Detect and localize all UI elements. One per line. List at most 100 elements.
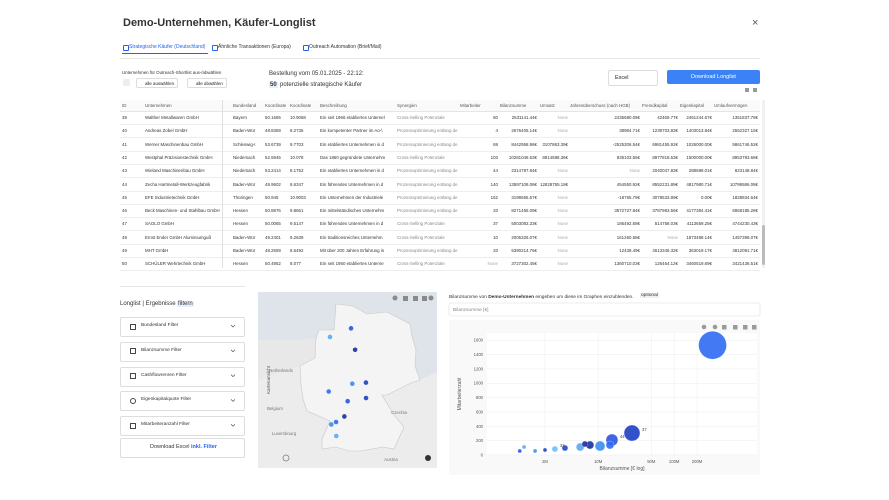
table-cell: None <box>629 168 641 174</box>
bubble <box>551 445 559 453</box>
table-cell: 8977818.53€ <box>652 154 678 160</box>
column-header[interactable]: Beschreibung <box>320 103 347 108</box>
table-cell: -2525206.54€ <box>612 141 640 147</box>
table-cell: 162 <box>490 194 498 200</box>
chart-toolbar <box>701 324 757 330</box>
close-button[interactable]: × <box>752 17 759 29</box>
table-cell: 8271456.09€ <box>511 208 537 214</box>
table-row[interactable] <box>120 151 760 165</box>
download-excel-button[interactable] <box>120 438 245 458</box>
toggle-icon[interactable] <box>123 79 130 86</box>
table-row[interactable] <box>120 204 760 219</box>
x-tick-label: 2M <box>542 459 548 464</box>
table-cell: -18765.79€ <box>617 194 640 200</box>
table-cell: None <box>557 208 569 214</box>
order-count-text: potenzielle strategische Käufer <box>280 82 363 88</box>
table-cell: 50.8876 <box>265 208 281 214</box>
filter-dropdown[interactable] <box>120 391 245 412</box>
filters-title: Longlist | Ergebnisse <box>120 301 176 307</box>
y-tick-label: 0 <box>481 453 484 458</box>
download-longlist-button[interactable]: Download Longlist <box>667 70 760 84</box>
column-header[interactable]: Umsatz <box>540 103 555 108</box>
column-header[interactable]: Bilanzsumme <box>500 103 527 108</box>
table-cell: Ein seit 1950 etabliertes Unterne <box>320 261 384 267</box>
map-point <box>333 433 339 439</box>
table-row[interactable] <box>120 217 760 232</box>
select-all-button[interactable]: alle auswählen <box>136 78 179 88</box>
filter-dropdown[interactable] <box>120 341 245 362</box>
table-cell: None <box>557 261 569 267</box>
table-cell: 9.2639 <box>290 234 304 240</box>
table-cell: 9.5147 <box>290 221 304 227</box>
y-tick-label: 1200 <box>474 366 484 371</box>
table-cell: Cross-Selling Potenziale <box>397 234 445 240</box>
table-row[interactable] <box>120 191 760 205</box>
table-cell: 4177384.41€ <box>686 208 712 214</box>
column-header[interactable]: Koordinate <box>290 103 312 108</box>
column-header[interactable]: Unternehmen <box>145 103 172 108</box>
table-cell: 8442958.98€ <box>511 141 537 147</box>
table-cell: Baden-Wür <box>233 128 256 134</box>
table-cell: 1351837.78€ <box>732 115 758 120</box>
x-axis-label: Bilanzsumme [€ log] <box>599 466 645 472</box>
table-cell: 48.8369 <box>265 128 281 134</box>
table-row[interactable] <box>120 178 760 192</box>
country-label: Netherlands <box>269 368 293 373</box>
column-header[interactable]: Jahresüberschuss (nach HGB) <box>570 103 631 108</box>
table-row[interactable] <box>120 111 760 125</box>
column-header[interactable]: Synergien <box>397 103 417 108</box>
table-cell: 50.945 <box>265 194 279 200</box>
table-cell: 40 <box>122 128 127 134</box>
table-row[interactable] <box>120 257 760 272</box>
table-cell: 8552231.89€ <box>652 181 678 187</box>
deselect-all-button[interactable]: alle abwählen <box>187 78 227 88</box>
table-cell: 10281048.53€ <box>508 154 537 160</box>
column-header[interactable]: Mitarbeiter <box>460 103 481 108</box>
column-header[interactable]: Eigenkapital <box>680 103 704 108</box>
filter-dropdown[interactable] <box>120 317 245 337</box>
table-row[interactable] <box>120 138 760 152</box>
point-label: 33 <box>560 443 565 448</box>
tab[interactable]: Ähnliche Transaktionen (Europa) <box>218 44 291 50</box>
table-cell: None <box>557 128 569 134</box>
column-header[interactable]: Fremdkapital <box>642 103 668 108</box>
y-tick-label: 1600 <box>474 338 484 343</box>
table-cell: 33 <box>493 208 498 214</box>
tab[interactable]: Strategische Käufer (Deutschland) <box>129 44 206 50</box>
table-cell: 2552327.15€ <box>732 128 758 134</box>
table-cell: 363019.17€ <box>688 248 712 253</box>
table-cell: Ein führendes Unternehmen in d <box>320 181 384 187</box>
table-row[interactable] <box>120 244 760 258</box>
table-cell: 3572727.84€ <box>614 208 640 214</box>
filter-icon <box>130 397 136 404</box>
table-cell: 10.078 <box>290 154 304 160</box>
map-info[interactable] <box>425 455 431 461</box>
table-cell: 44 <box>493 168 498 174</box>
table-cell: 12828755.18€ <box>540 181 568 187</box>
table-cell: Das 1860 gegründete Unternehm <box>320 154 386 160</box>
column-header[interactable]: Koordinate <box>265 103 287 108</box>
table-cell: Ein mittelständisches Unternehm <box>320 208 385 214</box>
scrollbar-thumb[interactable] <box>762 225 765 265</box>
tab[interactable]: Outreach Automation (Brief/Mail) <box>309 44 382 50</box>
bubble <box>517 448 522 454</box>
bubble <box>698 331 727 360</box>
table-cell: Ein traditionsreiches Unternehm <box>320 234 383 240</box>
table-cell: Cross-Selling Potenziale <box>397 261 445 267</box>
table-cell: Cross-Selling Potenziale <box>397 221 445 227</box>
table-cell: 1873488.14€ <box>686 234 712 240</box>
table-cell: 12438.49€ <box>619 248 640 253</box>
table-row[interactable] <box>120 164 760 179</box>
table-cell: 4744230.43€ <box>732 221 758 227</box>
column-header[interactable]: Bundesland <box>233 103 257 108</box>
table-row[interactable] <box>120 231 760 245</box>
table-cell: 5390214.76€ <box>511 248 537 253</box>
column-header[interactable]: Umlaufvermögen <box>714 103 748 108</box>
filter-dropdown[interactable] <box>120 416 245 437</box>
column-header[interactable]: ID <box>122 103 127 108</box>
input-box[interactable] <box>448 302 761 317</box>
table-row[interactable] <box>120 124 760 139</box>
format-select[interactable]: Excel <box>608 70 658 86</box>
filter-dropdown[interactable] <box>120 366 245 387</box>
